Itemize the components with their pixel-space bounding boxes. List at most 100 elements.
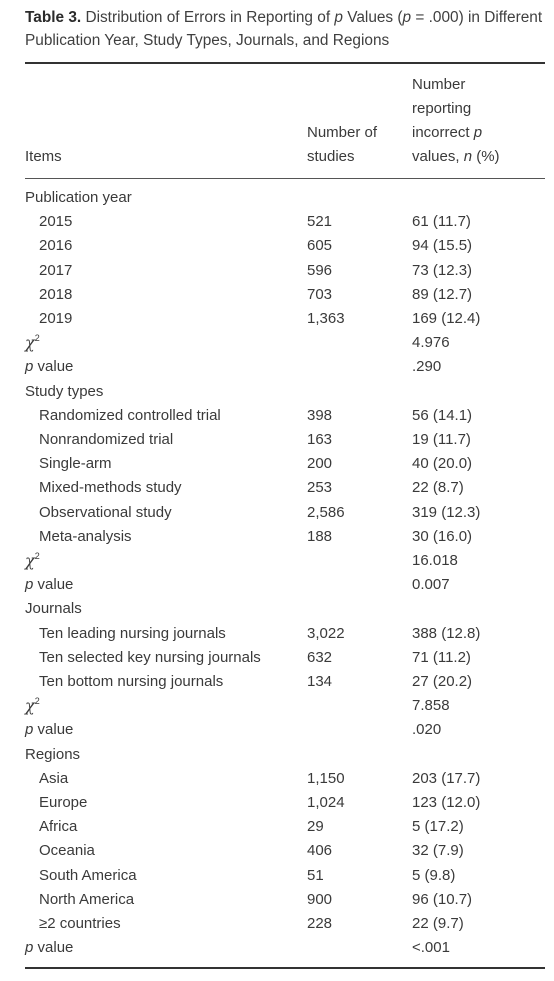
table-row: Europe 1,024 123 (12.0) [0, 791, 554, 815]
row-label: Asia [39, 769, 69, 787]
incorrect-p-values-cell: 40 (20.0) [412, 455, 473, 473]
incorrect-p-values-cell: 94 (15.5) [412, 237, 473, 255]
row-label: Meta-analysis [39, 527, 132, 545]
row-label: Mixed-methods study [39, 479, 182, 497]
incorrect-p-values-cell: 89 (12.7) [412, 285, 473, 303]
table-row: 2016 605 94 (15.5) [0, 234, 554, 258]
row-label: Africa [39, 818, 78, 836]
table-row: Nonrandomized trial 163 19 (11.7) [0, 428, 554, 452]
incorrect-p-values-cell: 203 (17.7) [412, 769, 481, 787]
row-label: Journals [25, 600, 82, 618]
row-label: Single-arm [39, 455, 112, 473]
number-of-studies-cell: 253 [307, 479, 333, 497]
table-row: Observational study 2,586 319 (12.3) [0, 501, 554, 525]
table-row: North America 900 96 (10.7) [0, 888, 554, 912]
p-value-row: p value 0.007 [0, 573, 554, 597]
incorrect-p-values-cell: 96 (10.7) [412, 890, 473, 908]
row-label: ≥2 countries [39, 915, 121, 932]
row-label: Observational study [39, 503, 172, 521]
row-label: Randomized controlled trial [39, 406, 221, 424]
row-label: Ten bottom nursing journals [39, 673, 224, 690]
incorrect-p-values-cell: 30 (16.0) [412, 527, 473, 545]
row-label: 2019 [39, 310, 73, 327]
table-row: Asia 1,150 203 (17.7) [0, 767, 554, 791]
number-of-studies-cell: 200 [307, 455, 333, 473]
row-label: Publication year [25, 189, 132, 206]
group-header-row: Regions [0, 743, 554, 767]
group-header-row: Publication year [0, 186, 554, 210]
number-of-studies-cell: 1,150 [307, 769, 345, 787]
incorrect-p-values-cell: 0.007 [412, 576, 450, 594]
group-header-row: Journals [0, 597, 554, 621]
incorrect-p-values-cell: 61 (11.7) [412, 213, 471, 231]
table-caption: Table 3. Distribution of Errors in Repor… [25, 6, 545, 52]
header-rule [25, 178, 545, 179]
table-row: Oceania 406 32 (7.9) [0, 839, 554, 863]
group-header-row: Study types [0, 380, 554, 404]
number-of-studies-cell: 406 [307, 842, 333, 860]
incorrect-p-values-cell: <.001 [412, 939, 450, 957]
row-label: North America [39, 890, 135, 908]
table-title: Distribution of Errors in Reporting of p… [25, 9, 543, 49]
row-label: 2016 [39, 237, 73, 255]
table-row: South America 51 5 (9.8) [0, 864, 554, 888]
table-row: Africa 29 5 (17.2) [0, 815, 554, 839]
table-row: 2015 521 61 (11.7) [0, 210, 554, 234]
incorrect-p-values-cell: 169 (12.4) [412, 310, 481, 327]
number-of-studies-cell: 521 [307, 213, 333, 231]
incorrect-p-values-cell: 5 (17.2) [412, 818, 464, 836]
header-number-of-studies: Number of studies [307, 124, 378, 165]
number-of-studies-cell: 1,024 [307, 794, 345, 811]
incorrect-p-values-cell: 22 (8.7) [412, 479, 464, 497]
chi-square-row: χ2 4.976 [0, 331, 554, 355]
incorrect-p-values-cell: .020 [412, 721, 442, 739]
number-of-studies-cell: 134 [307, 673, 333, 690]
row-label: Europe [39, 794, 88, 811]
row-label: p value [25, 358, 74, 376]
incorrect-p-values-cell: 22 (9.7) [412, 915, 464, 932]
table-row: 2017 596 73 (12.3) [0, 259, 554, 283]
incorrect-p-values-cell: 16.018 [412, 552, 458, 569]
row-label: p value [25, 721, 74, 739]
table-row: 2018 703 89 (12.7) [0, 283, 554, 307]
incorrect-p-values-cell: 319 (12.3) [412, 503, 481, 521]
row-label: Study types [25, 382, 104, 400]
table-row: Ten selected key nursing journals 632 71 (… [0, 646, 554, 670]
row-label: p value [25, 576, 74, 594]
row-label: 2015 [39, 213, 73, 231]
table-row: Randomized controlled trial 398 56 (14.1) [0, 404, 554, 428]
number-of-studies-cell: 188 [307, 527, 333, 545]
incorrect-p-values-cell: 7.858 [412, 697, 450, 715]
number-of-studies-cell: 2,586 [307, 503, 345, 521]
row-label: Regions [25, 745, 81, 763]
number-of-studies-cell: 51 [307, 866, 324, 884]
p-value-row: p value .290 [0, 355, 554, 379]
row-label: South America [39, 866, 137, 884]
incorrect-p-values-cell: 4.976 [412, 334, 450, 352]
number-of-studies-cell: 1,363 [307, 310, 345, 327]
number-of-studies-cell: 228 [307, 915, 333, 932]
number-of-studies-cell: 29 [307, 818, 324, 836]
number-of-studies-cell: 163 [307, 431, 333, 448]
incorrect-p-values-cell: 19 (11.7) [412, 431, 471, 448]
table-row: Ten leading nursing journals 3,022 388 (12… [0, 622, 554, 646]
number-of-studies-cell: 398 [307, 406, 333, 424]
chi-square-row: χ2 7.858 [0, 694, 554, 718]
incorrect-p-values-cell: 123 (12.0) [412, 794, 481, 811]
table-row: Single-arm 200 40 (20.0) [0, 452, 554, 476]
number-of-studies-cell: 605 [307, 237, 333, 255]
row-label: Nonrandomized trial [39, 431, 174, 448]
table-label: Table 3. [25, 9, 82, 26]
table-row: 2019 1,363 169 (12.4) [0, 307, 554, 331]
table-row: Meta-analysis 188 30 (16.0) [0, 525, 554, 549]
header-items: Items [25, 148, 62, 165]
bottom-rule [25, 967, 545, 969]
incorrect-p-values-cell: 71 (11.2) [412, 648, 471, 666]
row-label: χ2 [25, 333, 40, 353]
table-row: Mixed-methods study 253 22 (8.7) [0, 476, 554, 500]
number-of-studies-cell: 596 [307, 261, 333, 279]
number-of-studies-cell: 3,022 [307, 624, 345, 642]
chi-square-row: χ2 16.018 [0, 549, 554, 573]
incorrect-p-values-cell: .290 [412, 358, 442, 376]
number-of-studies-cell: 703 [307, 285, 333, 303]
